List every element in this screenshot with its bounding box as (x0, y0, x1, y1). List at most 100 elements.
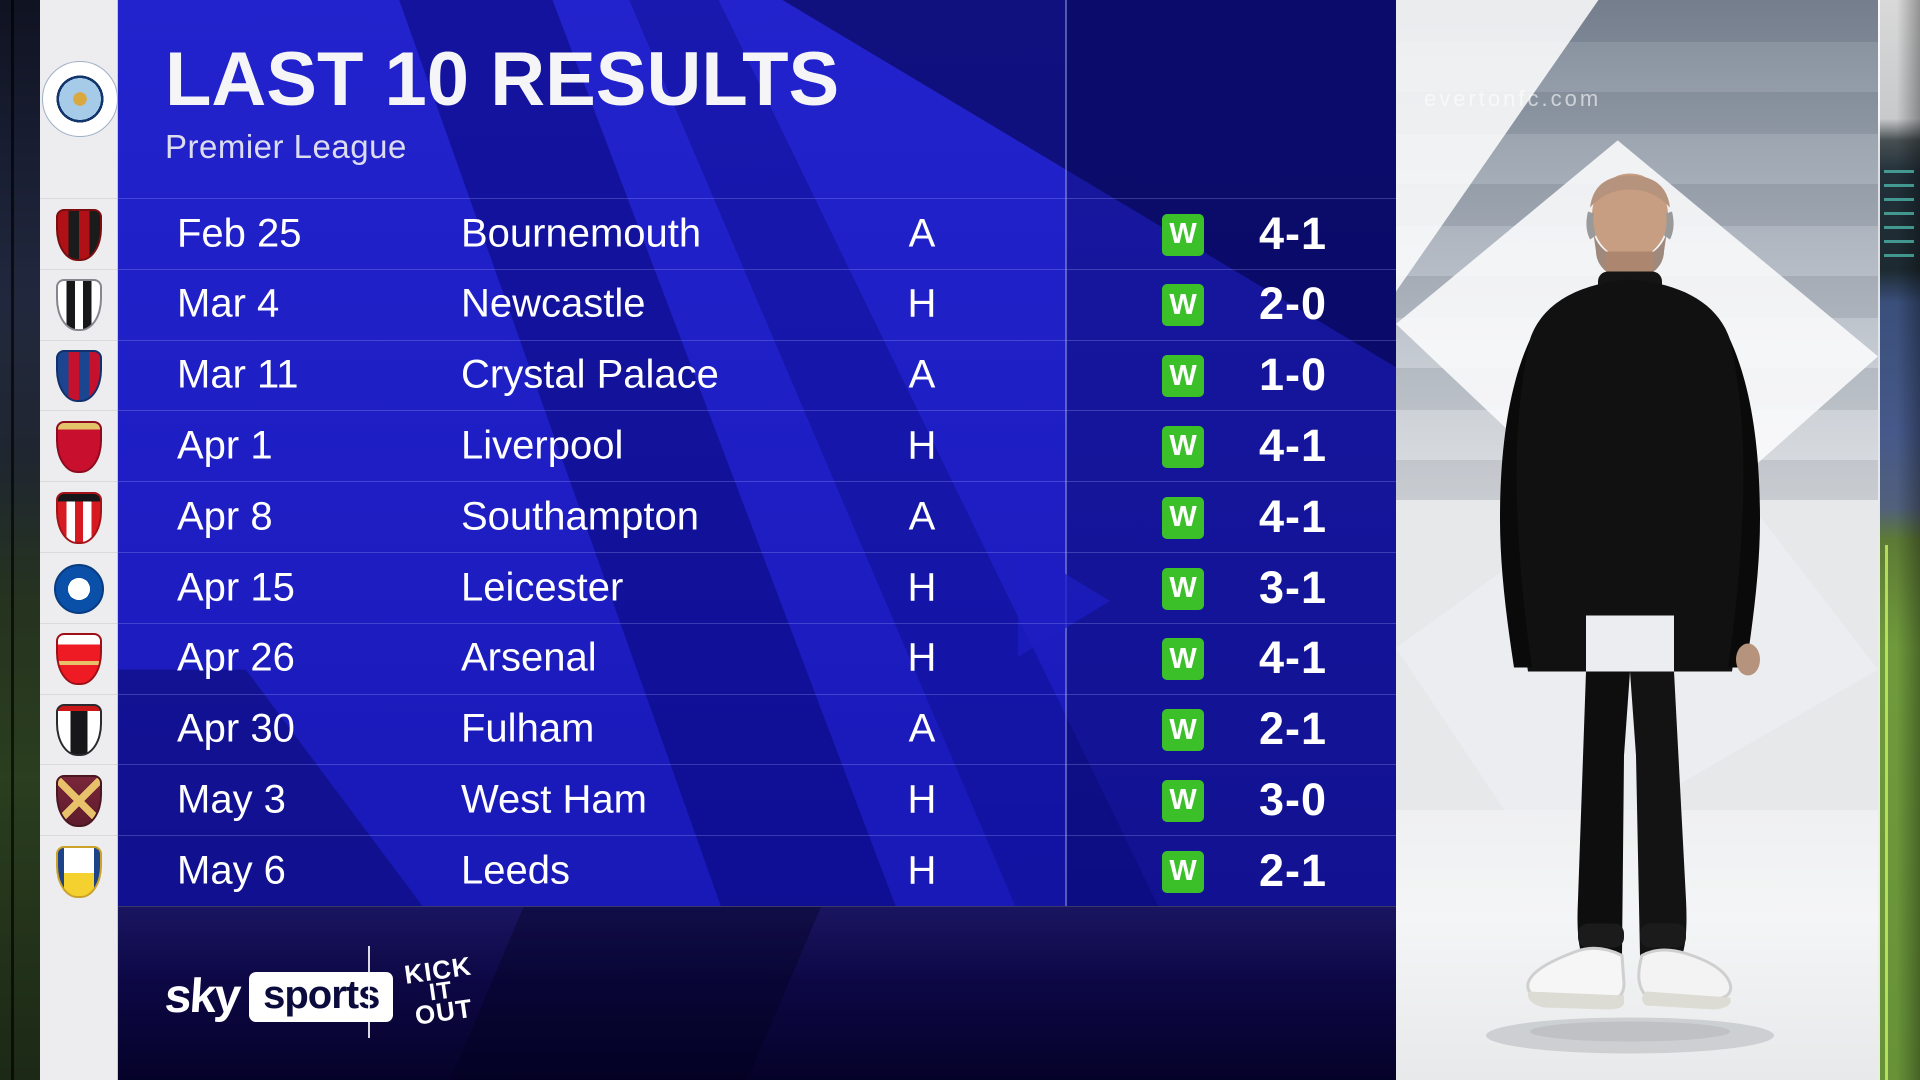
opponent-crest-icon (56, 420, 102, 473)
match-score: 4-1 (1258, 207, 1328, 259)
match-score: 2-1 (1258, 703, 1328, 755)
home-away-indicator: A (908, 211, 936, 256)
win-badge: W (1162, 709, 1204, 752)
match-date: Apr 15 (177, 565, 295, 610)
win-badge: W (1162, 779, 1204, 822)
match-score: 2-0 (1258, 278, 1328, 330)
sports-logo-text: sports (249, 971, 394, 1022)
crest-cell (40, 835, 118, 907)
pep-guardiola-figure (1486, 173, 1774, 1054)
win-badge: W (1162, 213, 1204, 256)
manchester-city-crest-icon (42, 61, 118, 137)
opponent-crest-icon (56, 208, 102, 261)
team-crest-column (40, 0, 118, 1080)
sky-sports-logo: sky sports (163, 969, 394, 1024)
match-date: May 6 (177, 848, 286, 893)
opponent-name: Southampton (461, 494, 699, 539)
crest-cell (40, 481, 118, 553)
opponent-name: Leeds (461, 848, 570, 893)
match-date: Mar 11 (177, 352, 299, 397)
win-badge: W (1162, 284, 1204, 327)
match-score: 3-0 (1258, 773, 1328, 825)
home-away-indicator: H (907, 281, 937, 326)
result-row: Apr 30 Fulham A W 2-1 (118, 693, 1396, 766)
win-badge: W (1162, 425, 1204, 468)
result-row: Apr 1 Liverpool H W 4-1 (118, 410, 1396, 482)
crest-cell (40, 198, 118, 270)
crest-cell (40, 268, 118, 341)
opponent-crest-icon (56, 279, 102, 332)
footer-band: sky sports KICK IT OUT (118, 906, 1396, 1080)
stadium-photo-right-edge (1878, 0, 1920, 1080)
win-badge: W (1162, 496, 1204, 539)
sky-logo-text: sky (163, 970, 241, 1023)
crest-cell (40, 764, 118, 836)
win-badge: W (1162, 850, 1204, 893)
opponent-name: Newcastle (461, 281, 646, 326)
crest-cell (40, 339, 118, 412)
opponent-crest-icon (56, 704, 102, 757)
home-away-indicator: H (907, 777, 937, 822)
home-away-indicator: A (908, 494, 936, 539)
stadium-banner-text: evertonfc.com (1424, 86, 1602, 111)
opponent-crest-icon (56, 350, 102, 403)
crest-cell (40, 693, 118, 766)
opponent-crest-icon (56, 845, 102, 898)
score-column-shade (1065, 0, 1398, 906)
opponent-name: Leicester (461, 565, 624, 610)
home-away-indicator: H (907, 565, 937, 610)
scoreboard-detail (1884, 170, 1914, 265)
match-date: Apr 8 (177, 494, 273, 539)
kio-line: OUT (413, 993, 475, 1031)
home-away-indicator: A (908, 706, 936, 751)
match-date: Feb 25 (177, 211, 302, 256)
result-row: May 3 West Ham H W 3-0 (118, 764, 1396, 836)
result-row: Apr 26 Arsenal H W 4-1 (118, 622, 1396, 695)
home-away-indicator: H (907, 848, 937, 893)
stadium-photo-left-edge (0, 0, 40, 1080)
win-badge: W (1162, 567, 1204, 610)
opponent-name: Liverpool (461, 423, 624, 468)
opponent-crest-icon (54, 563, 104, 614)
opponent-crest-icon (56, 633, 102, 686)
match-date: Apr 30 (177, 706, 295, 751)
home-away-indicator: H (907, 635, 937, 680)
page-subtitle: Premier League (165, 127, 407, 165)
match-score: 4-1 (1258, 490, 1328, 542)
match-date: May 3 (177, 777, 286, 822)
opponent-name: West Ham (461, 777, 647, 822)
crest-cell (40, 410, 118, 482)
opponent-crest-icon (56, 774, 102, 827)
match-date: Mar 4 (177, 281, 280, 326)
match-date: Apr 26 (177, 635, 295, 680)
result-row: Apr 8 Southampton A W 4-1 (118, 481, 1396, 553)
footer-divider (368, 946, 370, 1038)
result-row: May 6 Leeds H W 2-1 (118, 835, 1396, 907)
match-score: 4-1 (1258, 632, 1328, 684)
win-badge: W (1162, 638, 1204, 681)
match-date: Apr 1 (177, 423, 273, 468)
opponent-name: Crystal Palace (461, 352, 719, 397)
results-panel: LAST 10 RESULTS Premier League Feb 25 Bo… (118, 0, 1398, 1080)
win-badge: W (1162, 355, 1204, 398)
crest-cell (40, 622, 118, 695)
result-row: Mar 4 Newcastle H W 2-0 (118, 268, 1396, 341)
opponent-name: Bournemouth (461, 211, 702, 256)
home-away-indicator: A (908, 352, 936, 397)
result-row: Mar 11 Crystal Palace A W 1-0 (118, 339, 1396, 412)
page-title: LAST 10 RESULTS (165, 37, 840, 122)
manager-photo-panel: evertonfc.com (1396, 0, 1878, 1080)
opponent-name: Fulham (461, 706, 595, 751)
match-score: 4-1 (1258, 419, 1328, 471)
header: LAST 10 RESULTS Premier League (165, 40, 839, 166)
opponent-name: Arsenal (461, 635, 597, 680)
match-score: 3-1 (1258, 561, 1328, 613)
result-row: Apr 15 Leicester H W 3-1 (118, 552, 1396, 624)
match-score: 2-1 (1258, 844, 1328, 896)
kick-it-out-logo: KICK IT OUT (386, 937, 497, 1048)
opponent-crest-icon (56, 491, 102, 544)
crest-cell (40, 552, 118, 624)
home-away-indicator: H (907, 423, 937, 468)
match-score: 1-0 (1258, 349, 1328, 401)
